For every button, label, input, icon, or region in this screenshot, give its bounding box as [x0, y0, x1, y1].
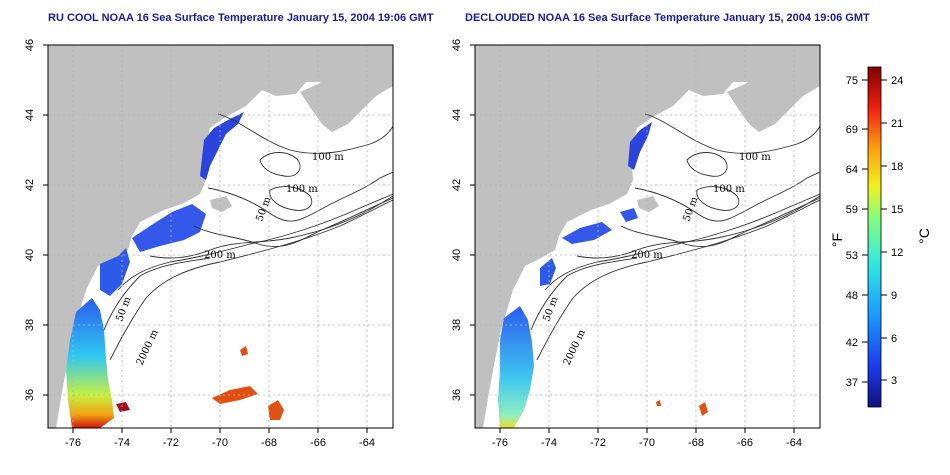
sst-dark-spot [116, 402, 130, 412]
grid-left [48, 45, 393, 428]
celsius-label: °C [916, 228, 932, 244]
contour-label: 100 m [739, 152, 771, 163]
sst-newengland [132, 204, 206, 252]
lon-tick-label: -74 [114, 437, 130, 449]
contour-label: 100 m [312, 152, 344, 163]
right-map-panel: 100 m 100 m 50 m 200 m 50 m 2000 m [475, 45, 820, 428]
lat-tick-label: 46 [24, 39, 36, 51]
lon-tick-label: -64 [359, 437, 375, 449]
lon-tick-label: -70 [639, 437, 655, 449]
grid-right [475, 45, 820, 428]
fahrenheit-tick: 64 [846, 164, 858, 176]
lat-tick-label: 38 [451, 319, 463, 331]
sst-gulfstream-blobs [656, 400, 708, 416]
lat-tick-label: 40 [24, 249, 36, 261]
lon-tick-label: -76 [65, 437, 81, 449]
lon-tick-label: -70 [212, 437, 228, 449]
sst-maine-gulf [628, 122, 652, 170]
fahrenheit-tick: 53 [846, 250, 858, 262]
fahrenheit-label: °F [829, 233, 845, 247]
lat-tick-label: 38 [24, 319, 36, 331]
celsius-tick: 6 [891, 333, 897, 345]
fahrenheit-tick: 48 [846, 290, 858, 302]
contour-label: 200 m [204, 250, 236, 261]
lon-tick-label: -72 [163, 437, 179, 449]
contour-label: 100 m [713, 184, 745, 195]
fahrenheit-tick: 69 [846, 124, 858, 136]
celsius-tick: 3 [891, 375, 897, 387]
celsius-tick: 12 [891, 247, 903, 259]
lat-tick-label: 40 [451, 249, 463, 261]
nova-scotia [300, 62, 393, 132]
celsius-tick: 24 [891, 75, 903, 87]
celsius-tick: 9 [891, 290, 897, 302]
fahrenheit-tick: 75 [846, 75, 858, 87]
lon-tick-label: -76 [492, 437, 508, 449]
sst-nj [540, 258, 556, 286]
cape-cod [210, 196, 232, 212]
contour-label: 100 m [286, 184, 318, 195]
lat-tick-label: 44 [451, 109, 463, 121]
lon-tick-label: -64 [786, 437, 802, 449]
lat-tick-label: 36 [24, 389, 36, 401]
celsius-tick: 15 [891, 204, 903, 216]
lat-tick-label: 42 [451, 179, 463, 191]
sst-midatlantic [66, 298, 114, 428]
fahrenheit-tick: 59 [846, 204, 858, 216]
left-panel-title: RU COOL NOAA 16 Sea Surface Temperature … [48, 12, 434, 24]
lon-tick-label: -68 [688, 437, 704, 449]
sst-newengland [562, 208, 638, 244]
lon-tick-label: -74 [541, 437, 557, 449]
celsius-tick: 18 [891, 161, 903, 173]
colorbar: 75 69 64 59 53 48 42 37 24 21 18 15 12 9… [829, 66, 932, 408]
land-mass [48, 45, 393, 428]
lat-tick-label: 44 [24, 109, 36, 121]
lon-tick-label: -72 [590, 437, 606, 449]
left-axis-ticks [43, 44, 368, 433]
lon-tick-label: -66 [737, 437, 753, 449]
right-panel-title: DECLOUDED NOAA 16 Sea Surface Temperatur… [465, 12, 870, 24]
fahrenheit-tick: 42 [846, 337, 858, 349]
contour-label: 200 m [631, 250, 663, 261]
colorbar-gradient [867, 66, 882, 408]
lat-tick-label: 46 [451, 39, 463, 51]
fahrenheit-tick: 37 [846, 377, 858, 389]
nova-scotia [727, 62, 820, 132]
lon-tick-label: -68 [261, 437, 277, 449]
cape-cod [637, 196, 659, 212]
sst-midatlantic [498, 306, 534, 428]
land-mass [475, 45, 820, 428]
left-map-panel: 100 m 100 m 50 m 200 m 50 m 2000 m [48, 45, 393, 428]
lat-tick-label: 42 [24, 179, 36, 191]
right-axis-ticks [470, 44, 795, 433]
sst-nj [100, 248, 130, 296]
sst-gulfstream-blobs [212, 346, 284, 420]
lat-tick-label: 36 [451, 389, 463, 401]
lon-tick-label: -66 [310, 437, 326, 449]
sst-maine-gulf [200, 112, 244, 180]
celsius-tick: 21 [891, 118, 903, 130]
